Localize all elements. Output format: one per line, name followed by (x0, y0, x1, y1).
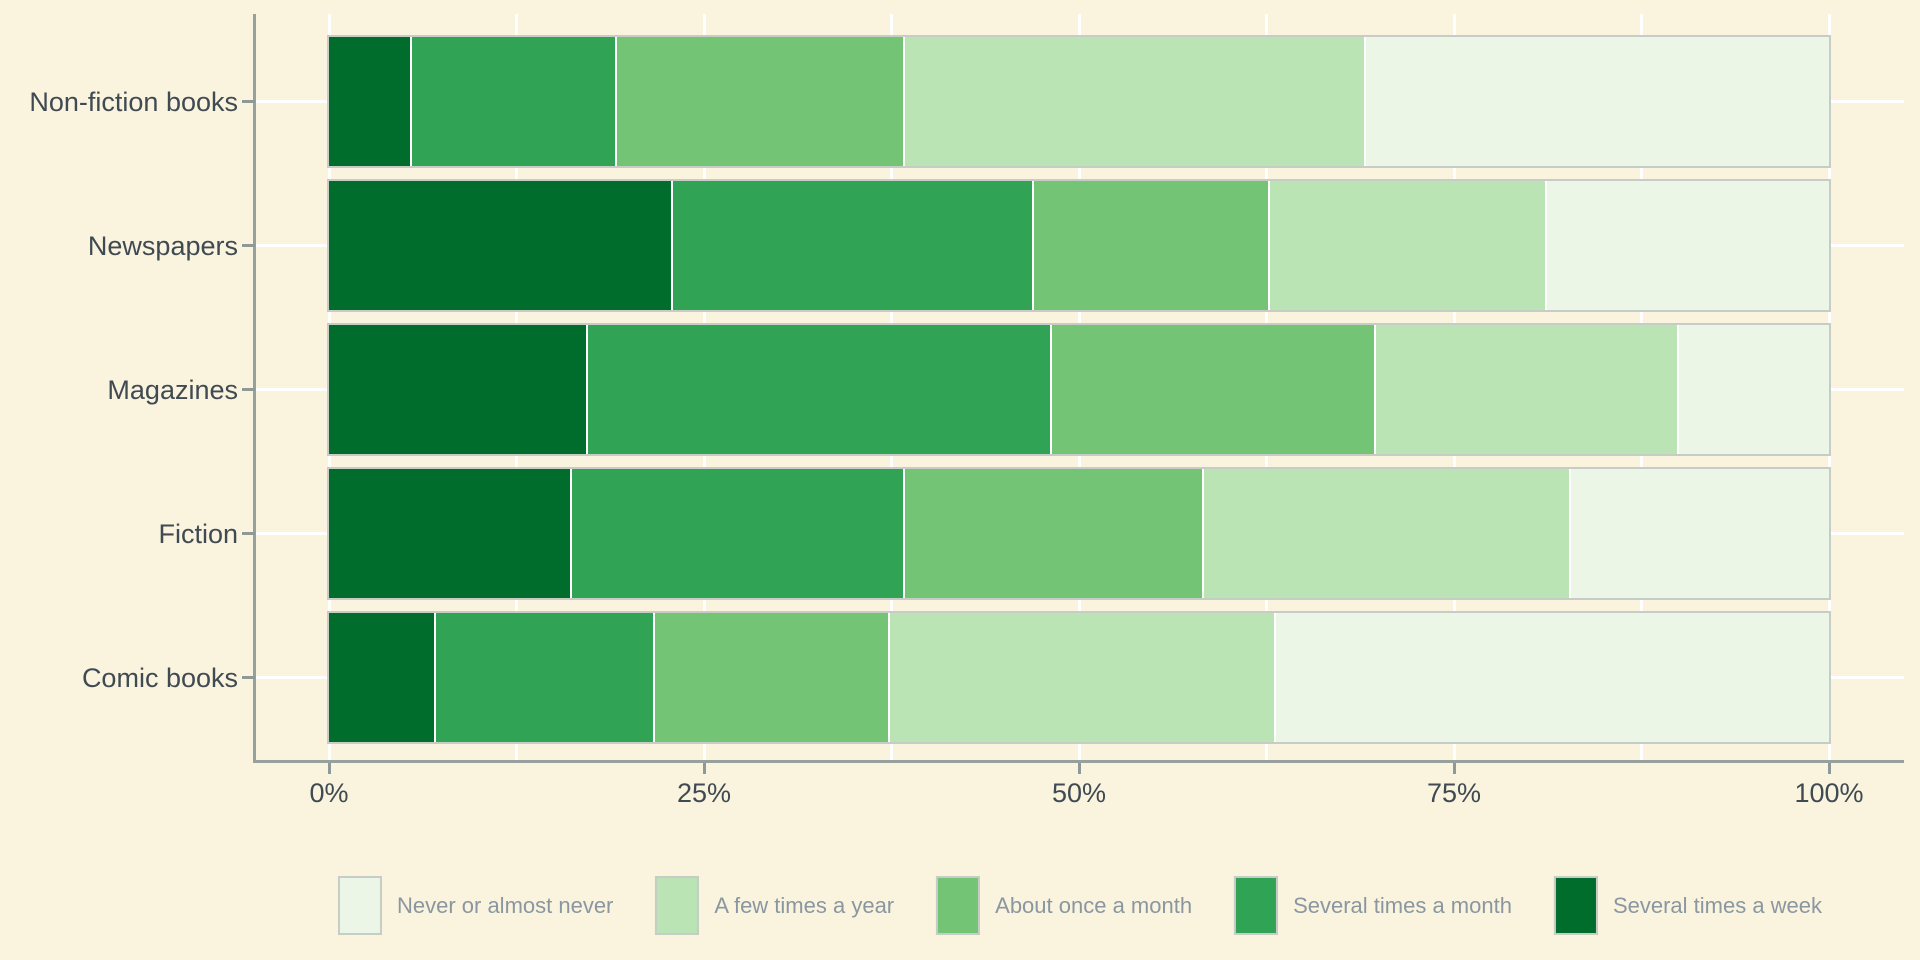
legend-label: About once a month (995, 892, 1193, 918)
bar-segment (654, 613, 890, 742)
category-label: Comic books (81, 662, 238, 693)
category-label: Magazines (107, 374, 238, 405)
bar-row-magazines (327, 323, 1831, 456)
bar-segment (1203, 469, 1571, 598)
y-axis-tick (242, 532, 255, 535)
bar-segment (1678, 325, 1829, 454)
bar-segment (1571, 469, 1829, 598)
legend-swatch-icon (337, 876, 382, 935)
bar-segment (1269, 181, 1547, 310)
x-axis-tick (1452, 763, 1456, 774)
legend-swatch-icon (1234, 876, 1279, 935)
legend-swatch-icon (1553, 876, 1598, 935)
bar-row-newspapers (327, 179, 1831, 312)
legend-label: A few times a year (714, 892, 895, 918)
x-axis-tick (327, 763, 331, 774)
x-axis-tick-label: 0% (309, 778, 349, 808)
bar-segment (1034, 181, 1270, 310)
category-label: Fiction (158, 518, 238, 549)
bar-segment (1275, 613, 1829, 742)
bar-row-non-fiction-books (327, 35, 1831, 168)
category-label: Newspapers (87, 230, 238, 261)
bar-segment (1547, 181, 1829, 310)
legend-item: A few times a year (655, 876, 894, 935)
bar-segment (572, 469, 905, 598)
legend-label: Several times a month (1293, 892, 1512, 918)
x-axis-line (253, 760, 1904, 763)
bar-segment (1375, 325, 1679, 454)
bar-segment (411, 37, 617, 166)
x-axis-tick-label: 25% (676, 778, 732, 808)
bar-segment (329, 37, 412, 166)
legend-item: About once a month (936, 876, 1192, 935)
bar-segment (329, 181, 673, 310)
bar-segment (1051, 325, 1376, 454)
legend: Never or almost never A few times a year A… (337, 876, 1823, 935)
legend-item: Several times a month (1234, 876, 1512, 935)
legend-label: Never or almost never (396, 892, 614, 918)
x-axis-tick-label: 100% (1794, 778, 1864, 808)
bar-segment (617, 37, 905, 166)
bar-segment (905, 469, 1204, 598)
legend-item: Never or almost never (337, 876, 614, 935)
bar-segment (588, 325, 1052, 454)
bar-row-fiction (327, 467, 1831, 600)
bar-segment (1365, 37, 1829, 166)
x-axis-tick-label: 75% (1426, 778, 1482, 808)
legend-label: Several times a week (1612, 892, 1823, 918)
y-axis-tick (242, 676, 255, 679)
legend-swatch-icon (936, 876, 981, 935)
category-label: Non-fiction books (29, 86, 238, 117)
x-axis-tick (702, 763, 706, 774)
legend-swatch-icon (655, 876, 700, 935)
bar-segment (329, 325, 589, 454)
legend-item: Several times a week (1553, 876, 1823, 935)
x-axis-tick-label: 50% (1051, 778, 1107, 808)
bar-segment (329, 469, 572, 598)
bar-segment (435, 613, 655, 742)
y-axis-tick (242, 388, 255, 391)
x-axis-tick (1827, 763, 1831, 774)
bar-segment (672, 181, 1034, 310)
bar-segment (329, 613, 436, 742)
bar-segment (890, 613, 1276, 742)
bar-segment (905, 37, 1366, 166)
y-axis-tick (242, 244, 255, 247)
y-axis-tick (242, 100, 255, 103)
bar-row-comic-books (327, 611, 1831, 744)
x-axis-tick (1077, 763, 1081, 774)
